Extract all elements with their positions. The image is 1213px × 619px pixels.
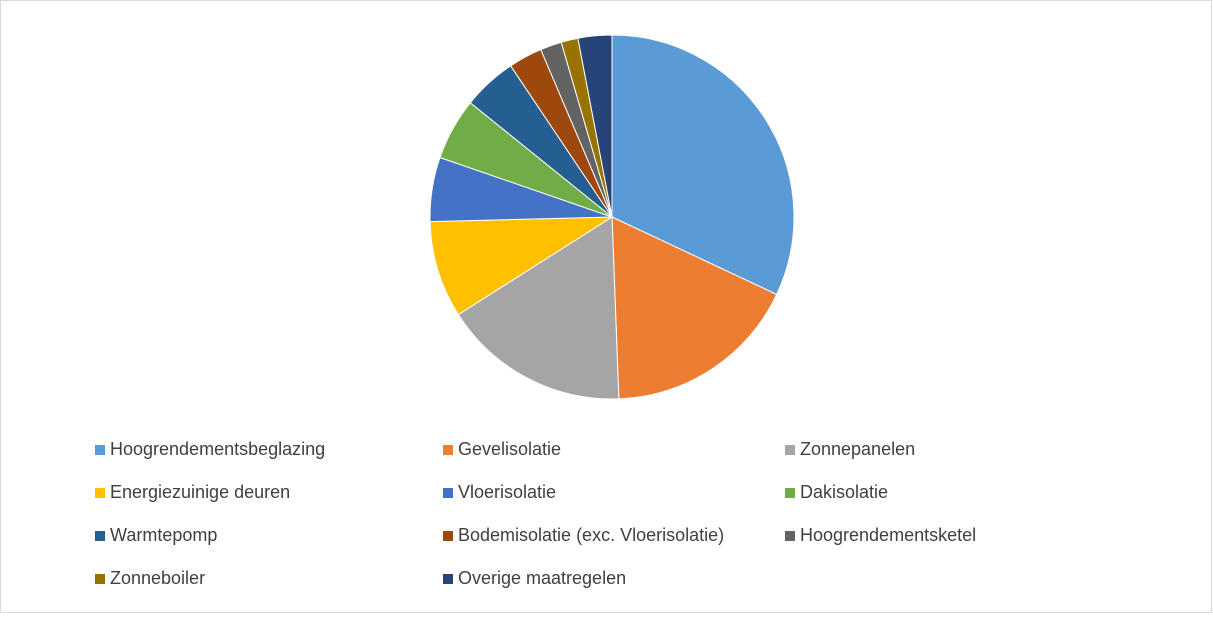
legend-label: Gevelisolatie	[458, 439, 561, 459]
legend-swatch	[95, 488, 105, 498]
pie-slice	[611, 216, 778, 400]
legend-swatch	[95, 531, 105, 541]
pie-slice	[457, 216, 620, 400]
pie-slice	[429, 216, 614, 316]
legend-swatch	[785, 531, 795, 541]
legend-swatch	[443, 531, 453, 541]
pie-slice	[577, 34, 613, 218]
legend-swatch	[443, 574, 453, 584]
legend-swatch	[785, 445, 795, 455]
legend-label: Overige maatregelen	[458, 568, 626, 588]
legend-label: Bodemisolatie (exc. Vloerisolatie)	[458, 525, 724, 545]
legend-swatch	[95, 574, 105, 584]
legend-label: Vloerisolatie	[458, 482, 556, 502]
legend-swatch	[443, 445, 453, 455]
legend-swatch	[785, 488, 795, 498]
legend-label: Hoogrendementsketel	[800, 525, 976, 545]
legend-label: Hoogrendementsbeglazing	[110, 439, 325, 459]
legend-swatch	[95, 445, 105, 455]
legend-label: Energiezuinige deuren	[110, 482, 290, 502]
legend-label: Warmtepomp	[110, 525, 217, 545]
legend-label: Zonnepanelen	[800, 439, 915, 459]
legend-label: Dakisolatie	[800, 482, 888, 502]
pie-slice	[611, 34, 795, 296]
legend-swatch	[443, 488, 453, 498]
legend-label: Zonneboiler	[110, 568, 205, 588]
